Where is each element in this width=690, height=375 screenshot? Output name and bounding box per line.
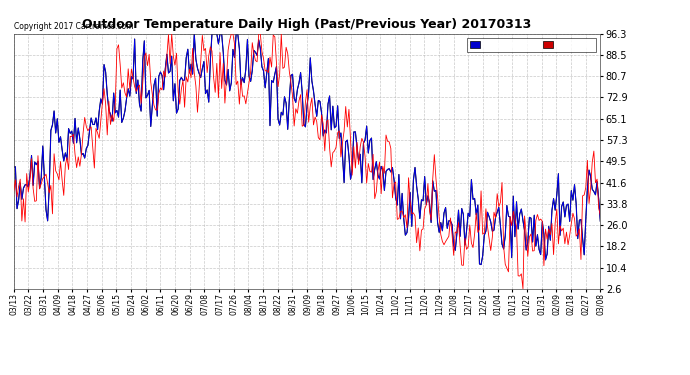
Legend: Previous  (°F), Past  (°F): Previous (°F), Past (°F) [467,38,596,52]
Text: Copyright 2017 Cartronics.com: Copyright 2017 Cartronics.com [14,22,133,31]
Title: Outdoor Temperature Daily High (Past/Previous Year) 20170313: Outdoor Temperature Daily High (Past/Pre… [82,18,532,31]
